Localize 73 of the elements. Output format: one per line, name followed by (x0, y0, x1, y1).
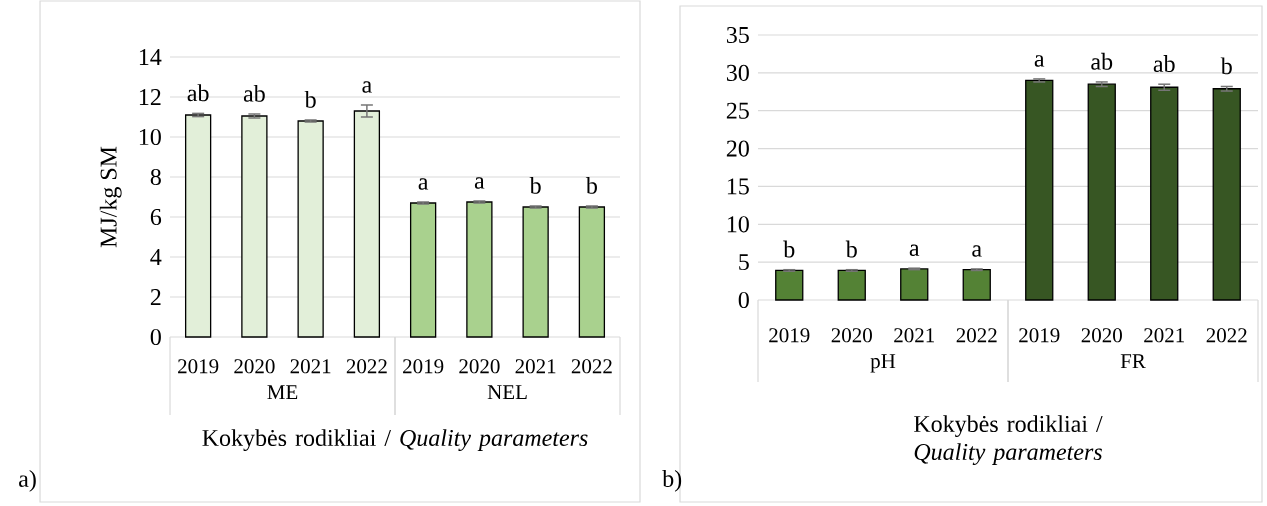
x-tick-label: 2021 (515, 359, 556, 374)
y-tick-label: 10 (139, 128, 161, 146)
data-label: ab (1091, 52, 1113, 70)
x-tick-label: 2019 (1019, 328, 1060, 343)
y-tick-label: 14 (139, 49, 162, 65)
bar (1025, 79, 1054, 301)
bar (297, 120, 324, 338)
bar (962, 269, 991, 301)
data-label: a (474, 177, 485, 189)
data-label: ab (187, 84, 209, 102)
bar (241, 115, 268, 338)
bar (522, 206, 549, 338)
y-axis-title: MJ/kg SM (99, 146, 122, 248)
x-tick-label: 2019 (178, 359, 219, 374)
y-tick-label: 2 (150, 289, 161, 305)
y-tick-label: 30 (726, 64, 749, 81)
data-label: b (304, 90, 316, 108)
data-label: b (585, 176, 597, 194)
y-tick-label: 4 (150, 249, 162, 265)
data-label: ab (243, 84, 265, 102)
x-tick-label: 2020 (1081, 328, 1122, 343)
data-label: b (529, 176, 541, 194)
x-axis-title: Kokybės rodikliai / Quality parameters (202, 429, 588, 452)
x-tick-label: 2020 (234, 359, 275, 374)
data-label: b (1220, 57, 1232, 75)
bar (466, 201, 493, 338)
x-tick-label: 2020 (459, 359, 500, 374)
x-tick-label: 2022 (956, 328, 997, 343)
bar (775, 269, 804, 301)
bar (900, 268, 929, 301)
x-tick-label: 2020 (831, 328, 872, 343)
data-label: a (1034, 55, 1045, 67)
x-tick-label: 2021 (1144, 328, 1184, 343)
y-tick-label: 12 (139, 89, 161, 105)
x-tick-label: 2019 (769, 328, 810, 343)
x-tick-label: 2019 (403, 359, 444, 374)
bar (1087, 83, 1116, 301)
x-tick-label: 2022 (571, 359, 612, 374)
y-tick-label: 5 (739, 254, 749, 271)
bar (409, 202, 437, 338)
x-tick-label: 2021 (290, 359, 331, 374)
data-label: b (845, 240, 857, 258)
data-label: a (362, 81, 372, 93)
text: pH (870, 354, 896, 373)
y-tick-label: 0 (738, 291, 749, 309)
x-tick-label: 2021 (894, 328, 934, 343)
y-tick-label: 6 (150, 208, 162, 226)
y-tick-label: 20 (726, 140, 749, 157)
data-label: ab (1153, 55, 1175, 73)
y-tick-label: 35 (726, 26, 749, 44)
text: b) (662, 470, 682, 492)
y-tick-label: 0 (150, 328, 161, 346)
bar (837, 269, 866, 301)
x-axis-title: Kokybės rodikliai / Quality parameters (914, 415, 1103, 466)
bar (184, 114, 212, 338)
y-tick-label: 15 (727, 178, 749, 195)
text: a) (19, 470, 36, 492)
bar (1212, 88, 1241, 301)
text: NEL (487, 385, 527, 399)
x-tick-label: 2022 (346, 359, 387, 374)
x-tick-label: 2022 (1206, 328, 1247, 343)
bar (1150, 86, 1179, 301)
data-label: a (972, 245, 982, 257)
text: FR (1120, 354, 1146, 368)
y-tick-label: 8 (150, 168, 161, 186)
y-tick-label: 10 (727, 216, 749, 233)
y-tick-label: 25 (726, 102, 749, 119)
text: ME (267, 385, 298, 399)
data-label: a (909, 244, 920, 256)
bar (353, 110, 381, 338)
data-label: a (418, 178, 429, 190)
data-label: b (783, 240, 795, 258)
bar (578, 206, 606, 338)
